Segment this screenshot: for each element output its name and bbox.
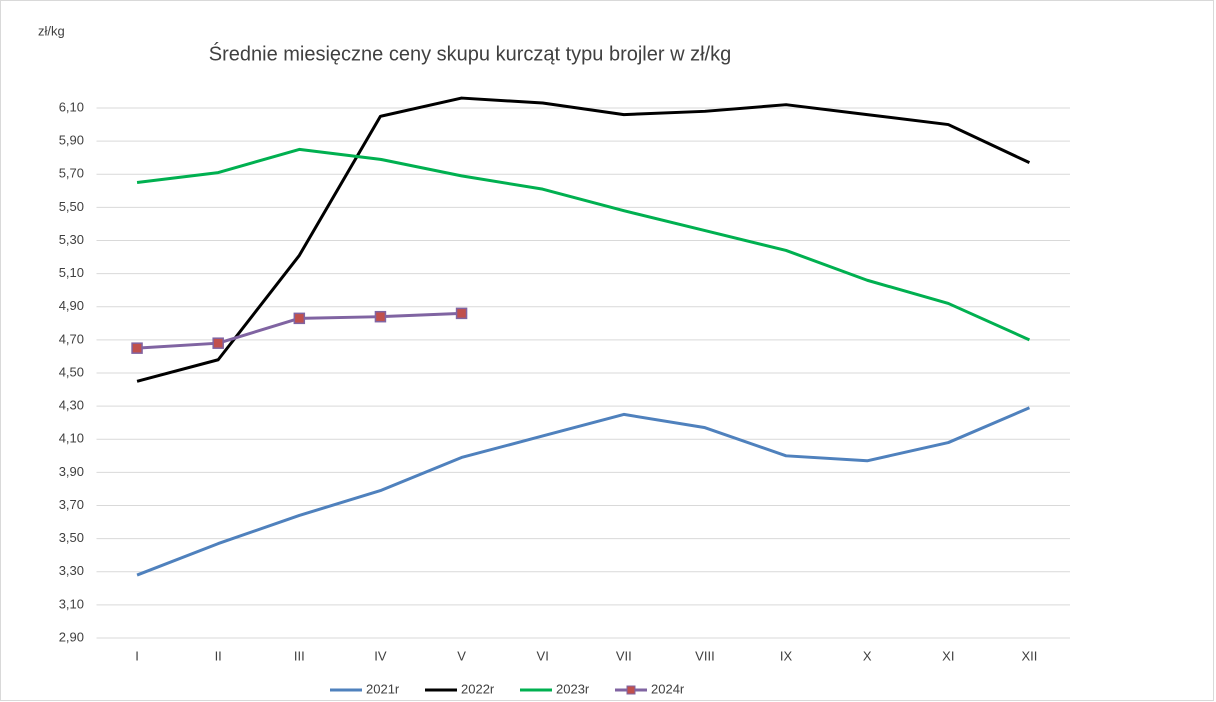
y-tick-label: 5,70 <box>59 166 84 181</box>
y-tick-label: 4,90 <box>59 298 84 313</box>
y-tick-label: 4,50 <box>59 364 84 379</box>
marker <box>131 342 143 354</box>
y-tick-label: 3,90 <box>59 464 84 479</box>
legend-label: 2022r <box>461 681 495 696</box>
x-tick-label: III <box>294 648 305 663</box>
marker <box>374 310 387 323</box>
legend-label: 2021r <box>366 681 400 696</box>
x-tick-label: VI <box>537 648 549 663</box>
y-tick-label: 5,30 <box>59 232 84 247</box>
x-tick-label: II <box>215 648 222 663</box>
x-tick-label: IV <box>374 648 387 663</box>
x-tick-label: XI <box>942 648 954 663</box>
series-line <box>136 96 1031 383</box>
series-line <box>136 147 1031 342</box>
y-tick-label: 5,50 <box>59 199 84 214</box>
x-tick-label: XII <box>1021 648 1037 663</box>
x-tick-label: V <box>457 648 466 663</box>
y-axis-label: zł/kg <box>38 23 65 38</box>
legend-label: 2024r <box>651 681 685 696</box>
chart-title: Średnie miesięczne ceny skupu kurcząt ty… <box>209 41 731 65</box>
y-tick-label: 5,90 <box>59 133 84 148</box>
marker <box>455 307 468 320</box>
y-tick-label: 3,50 <box>59 530 84 545</box>
x-tick-label: VIII <box>695 648 715 663</box>
marker <box>293 312 306 325</box>
series-line <box>136 406 1031 577</box>
y-tick-label: 3,10 <box>59 596 84 611</box>
x-tick-label: IX <box>780 648 793 663</box>
x-tick-label: X <box>863 648 872 663</box>
y-tick-label: 4,10 <box>59 431 84 446</box>
y-tick-label: 2,90 <box>59 629 84 644</box>
marker <box>212 337 224 349</box>
x-tick-label: I <box>135 648 139 663</box>
legend-label: 2023r <box>556 681 590 696</box>
y-tick-label: 4,70 <box>59 331 84 346</box>
x-tick-label: VII <box>616 648 632 663</box>
y-tick-label: 4,30 <box>59 398 84 413</box>
y-tick-label: 5,10 <box>59 265 84 280</box>
y-tick-label: 3,30 <box>59 563 84 578</box>
y-tick-label: 6,10 <box>59 99 84 114</box>
legend-marker <box>626 685 636 695</box>
y-tick-label: 3,70 <box>59 497 84 512</box>
